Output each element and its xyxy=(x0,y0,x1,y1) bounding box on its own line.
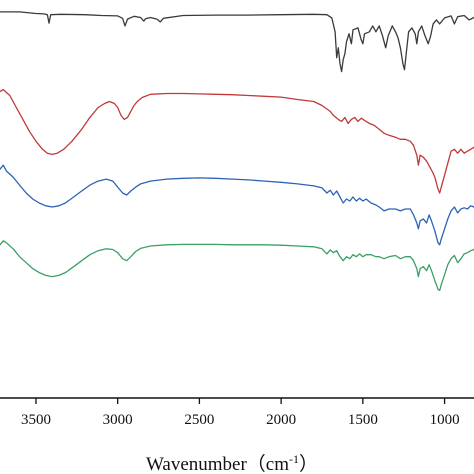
x-tick-label-2500: 2500 xyxy=(184,412,214,428)
x-tick-label-3500: 3500 xyxy=(21,412,51,428)
x-axis-title-superscript: -1 xyxy=(289,452,299,466)
spectrum-line-1 xyxy=(0,11,474,73)
spectrum-line-4 xyxy=(0,240,474,292)
spectrum-line-2 xyxy=(0,88,474,194)
series-layer xyxy=(0,11,474,292)
x-axis-ticks: 3500 3000 2500 2000 1500 1000 xyxy=(21,398,460,428)
x-tick-label-1500: 1500 xyxy=(348,412,378,428)
x-axis-title: Wavenumber（cm-1） xyxy=(146,452,318,474)
x-tick-label-2000: 2000 xyxy=(266,412,296,428)
x-axis-title-close: ） xyxy=(299,453,318,474)
x-tick-label-3000: 3000 xyxy=(103,412,133,428)
spectrum-line-3 xyxy=(0,164,474,246)
x-tick-label-1000: 1000 xyxy=(430,412,460,428)
x-axis-title-main: Wavenumber（cm xyxy=(146,453,289,474)
